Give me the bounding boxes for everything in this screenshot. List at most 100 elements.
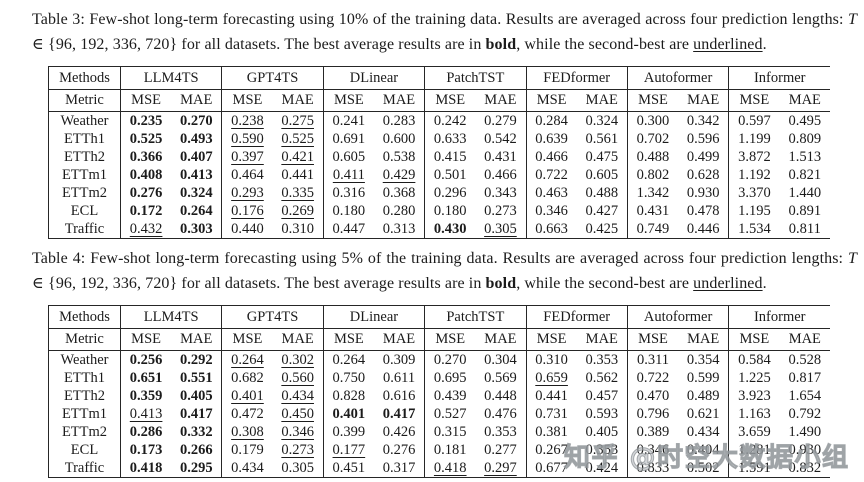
table-row: ETTm1 0.413 0.417 0.472 0.450 0.401 0.417 0.527… [48,405,831,423]
method-name-cell: Informer [753,70,806,86]
value-cell: 0.457 [576,387,628,405]
caption-math-variable: T [848,250,857,267]
value-cell: 0.296 [433,185,467,201]
value-cell: 0.450 [272,405,324,423]
value-cell: 0.397 [231,149,264,165]
value-cell: 0.466 [475,166,527,184]
table4-results: Methods LLM4TS GPT4TS DLinear PatchTST FEDfor… [48,305,831,478]
value-cell: 0.832 [788,460,822,476]
value-cell: 0.405 [171,387,223,405]
metric-mse-cell: MSE [536,92,567,108]
method-name-cell: GPT4TS [221,66,324,90]
metric-mae-cell: MAE [171,328,223,351]
value-cell: 0.308 [231,424,264,440]
value-cell: 0.616 [373,387,426,405]
value-cell: 0.353 [576,350,628,369]
value-cell: 0.264 [332,352,366,368]
value-cell: 0.267 [535,442,568,458]
value-cell: 0.682 [231,370,264,386]
value-cell: 0.802 [636,167,670,183]
table4-caption: Table 4: Few-shot long-term forecasting … [32,247,857,296]
metric-mse-cell: MSE [333,331,364,347]
method-name-cell: PatchTST [424,66,527,90]
value-cell: 0.434 [272,387,324,405]
method-name-cell: LLM4TS [120,66,223,90]
value-cell: 3.370 [738,185,771,201]
value-cell: 0.621 [678,405,730,423]
value-cell: 1.281 [738,442,771,458]
value-cell: 0.590 [231,131,264,147]
method-name-cell: DLinear [323,66,426,90]
value-cell: 0.488 [636,149,670,165]
value-cell: 0.177 [332,442,366,458]
value-cell: 0.633 [433,131,467,147]
metric-mae-cell: MAE [475,328,527,351]
value-cell: 0.353 [576,441,628,459]
value-cell: 0.315 [433,424,467,440]
value-cell: 0.434 [678,423,730,441]
method-name-cell: Autoformer [627,66,730,90]
table-row: Weather 0.235 0.270 0.238 0.275 0.241 0.283 0.2… [48,111,831,130]
value-cell: 0.593 [576,405,628,423]
metric-mae-cell: MAE [272,328,324,351]
value-cell: 0.273 [272,441,324,459]
metric-mse-cell: MSE [131,331,161,347]
value-cell: 0.501 [433,167,467,183]
value-cell: 0.293 [231,185,264,201]
metric-mae-cell: MAE [678,89,730,112]
value-cell: 0.346 [535,203,568,219]
table-row: ETTh1 0.651 0.551 0.682 0.560 0.750 0.611 0.695… [48,369,831,387]
dataset-cell: ETTm2 [48,423,121,441]
value-cell: 1.513 [788,149,822,165]
value-cell: 0.525 [272,130,324,148]
caption-text: . [762,35,767,53]
metric-mse-cell: MSE [536,331,567,347]
metric-mae-cell: MAE [171,89,223,112]
value-cell: 0.431 [636,203,670,219]
metric-mse-cell: MSE [333,92,364,108]
value-cell: 0.560 [272,369,324,387]
value-cell: 0.313 [373,220,426,239]
value-cell: 0.401 [231,388,264,404]
value-cell: 0.303 [171,220,223,239]
value-cell: 0.659 [535,370,568,386]
value-cell: 0.305 [272,459,324,478]
dataset-cell: Traffic [48,220,121,239]
metric-mae-cell: MAE [373,89,426,112]
value-cell: 0.463 [535,185,568,201]
value-cell: 0.600 [373,130,426,148]
value-cell: 0.343 [475,184,527,202]
value-cell: 0.429 [373,166,426,184]
value-cell: 0.283 [373,111,426,130]
metric-mae-cell: MAE [272,89,324,112]
table3-results: Methods LLM4TS GPT4TS DLinear PatchTST FEDfor… [48,66,831,239]
value-cell: 0.605 [576,166,628,184]
value-cell: 0.305 [475,220,527,239]
value-cell: 0.750 [332,370,366,386]
value-cell: 0.425 [576,220,628,239]
value-cell: 0.413 [171,166,223,184]
value-cell: 0.930 [678,184,730,202]
metric-mae-cell: MAE [678,328,730,351]
dataset-cell: ETTh2 [48,387,121,405]
value-cell: 0.426 [373,423,426,441]
value-cell: 0.310 [535,352,568,368]
value-cell: 0.596 [678,130,730,148]
value-cell: 0.809 [788,131,822,147]
value-cell: 0.418 [433,460,467,476]
value-cell: 0.569 [475,369,527,387]
value-cell: 0.238 [231,113,264,129]
value-cell: 0.527 [433,406,467,422]
table-row: Traffic 0.418 0.295 0.434 0.305 0.451 0.317 0.4… [48,459,831,478]
value-cell: 0.256 [129,352,163,368]
value-cell: 0.599 [678,369,730,387]
metric-mse-cell: MSE [739,92,770,108]
value-cell: 0.408 [129,167,163,183]
value-cell: 0.276 [129,185,163,201]
value-cell: 0.324 [171,184,223,202]
value-cell: 0.324 [576,111,628,130]
value-cell: 0.811 [788,221,821,237]
value-cell: 0.311 [636,352,670,368]
value-cell: 0.597 [738,113,771,129]
dataset-cell: ETTh1 [48,369,121,387]
